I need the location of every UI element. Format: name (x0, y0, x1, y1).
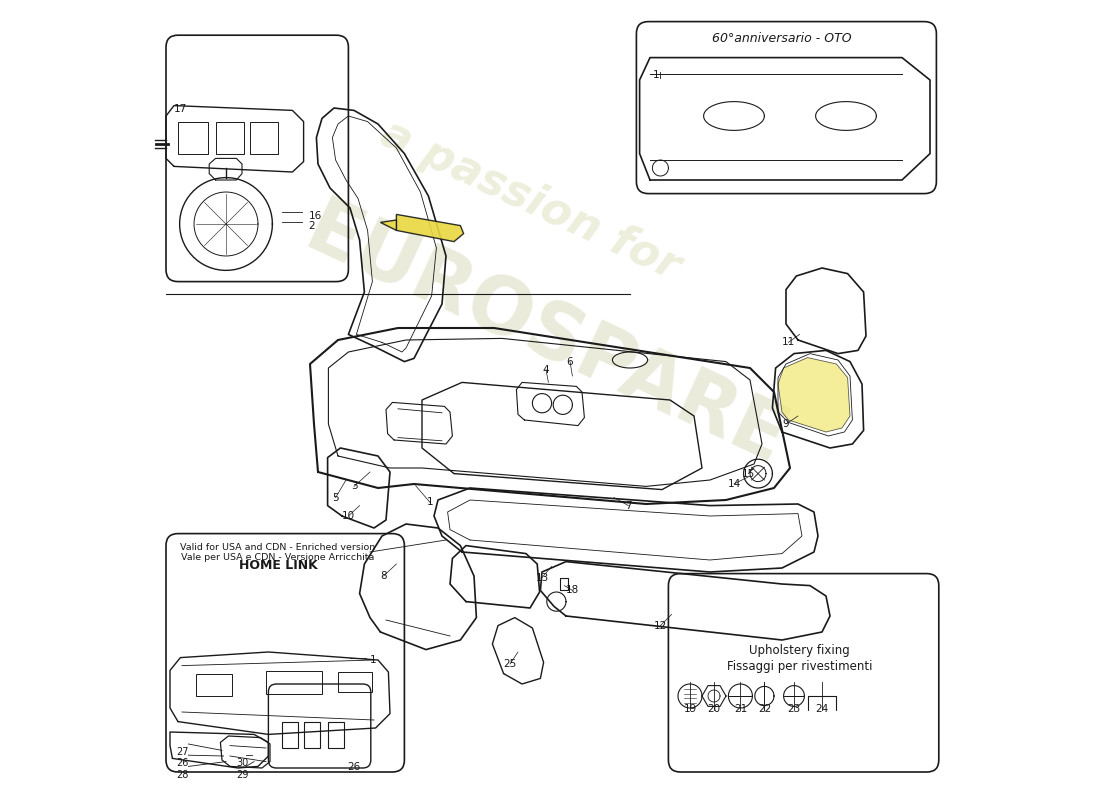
Text: 9: 9 (783, 419, 790, 429)
Text: 22: 22 (758, 704, 771, 714)
Text: EUROSPARE: EUROSPARE (294, 191, 799, 481)
Bar (216, 122, 243, 154)
Text: 1: 1 (652, 70, 659, 80)
Text: 10: 10 (342, 511, 355, 521)
Text: 20: 20 (707, 704, 721, 714)
Text: 5: 5 (332, 493, 339, 502)
Text: 17: 17 (174, 104, 187, 114)
Text: 13: 13 (536, 573, 549, 582)
Text: 29: 29 (236, 770, 249, 779)
Text: 60°anniversario - OTO: 60°anniversario - OTO (712, 32, 851, 45)
Text: 23: 23 (788, 704, 801, 714)
Text: HOME LINK: HOME LINK (239, 559, 318, 572)
Text: a passion for: a passion for (374, 112, 688, 288)
Text: 11: 11 (782, 338, 795, 347)
Text: Upholstery fixing: Upholstery fixing (749, 644, 850, 657)
Text: 6: 6 (566, 357, 573, 366)
Text: 1: 1 (427, 498, 433, 507)
Bar (305, 722, 320, 748)
Text: 21: 21 (734, 704, 747, 714)
Text: 28: 28 (176, 770, 189, 779)
Text: 16: 16 (308, 211, 321, 221)
Polygon shape (396, 214, 463, 242)
Text: 12: 12 (653, 621, 667, 630)
Text: 8: 8 (381, 571, 387, 581)
Text: 1: 1 (370, 655, 376, 665)
Text: 18: 18 (565, 586, 579, 595)
Text: 4: 4 (542, 365, 549, 374)
Text: Vale per USA e CDN - Versione Arricchita: Vale per USA e CDN - Versione Arricchita (182, 553, 375, 562)
Bar (250, 122, 278, 154)
Text: 26: 26 (176, 758, 189, 768)
Text: Valid for USA and CDN - Enriched version: Valid for USA and CDN - Enriched version (180, 543, 375, 552)
Text: 30: 30 (236, 758, 249, 768)
Text: 24: 24 (815, 704, 828, 714)
Text: 15: 15 (741, 469, 755, 478)
Text: 26: 26 (348, 762, 361, 771)
Text: 7: 7 (625, 501, 631, 510)
Bar (282, 722, 298, 748)
Bar (178, 122, 208, 154)
Bar (266, 671, 322, 694)
Bar (197, 674, 232, 696)
Text: 27: 27 (176, 747, 189, 757)
Bar (338, 672, 372, 692)
Text: 3: 3 (351, 482, 358, 491)
Text: 19: 19 (683, 704, 696, 714)
Text: 2: 2 (308, 221, 315, 230)
Polygon shape (778, 358, 850, 432)
Bar (328, 722, 343, 748)
Text: 14: 14 (727, 479, 740, 489)
Text: 25: 25 (504, 659, 517, 669)
Polygon shape (381, 220, 396, 230)
Text: Fissaggi per rivestimenti: Fissaggi per rivestimenti (727, 660, 872, 673)
